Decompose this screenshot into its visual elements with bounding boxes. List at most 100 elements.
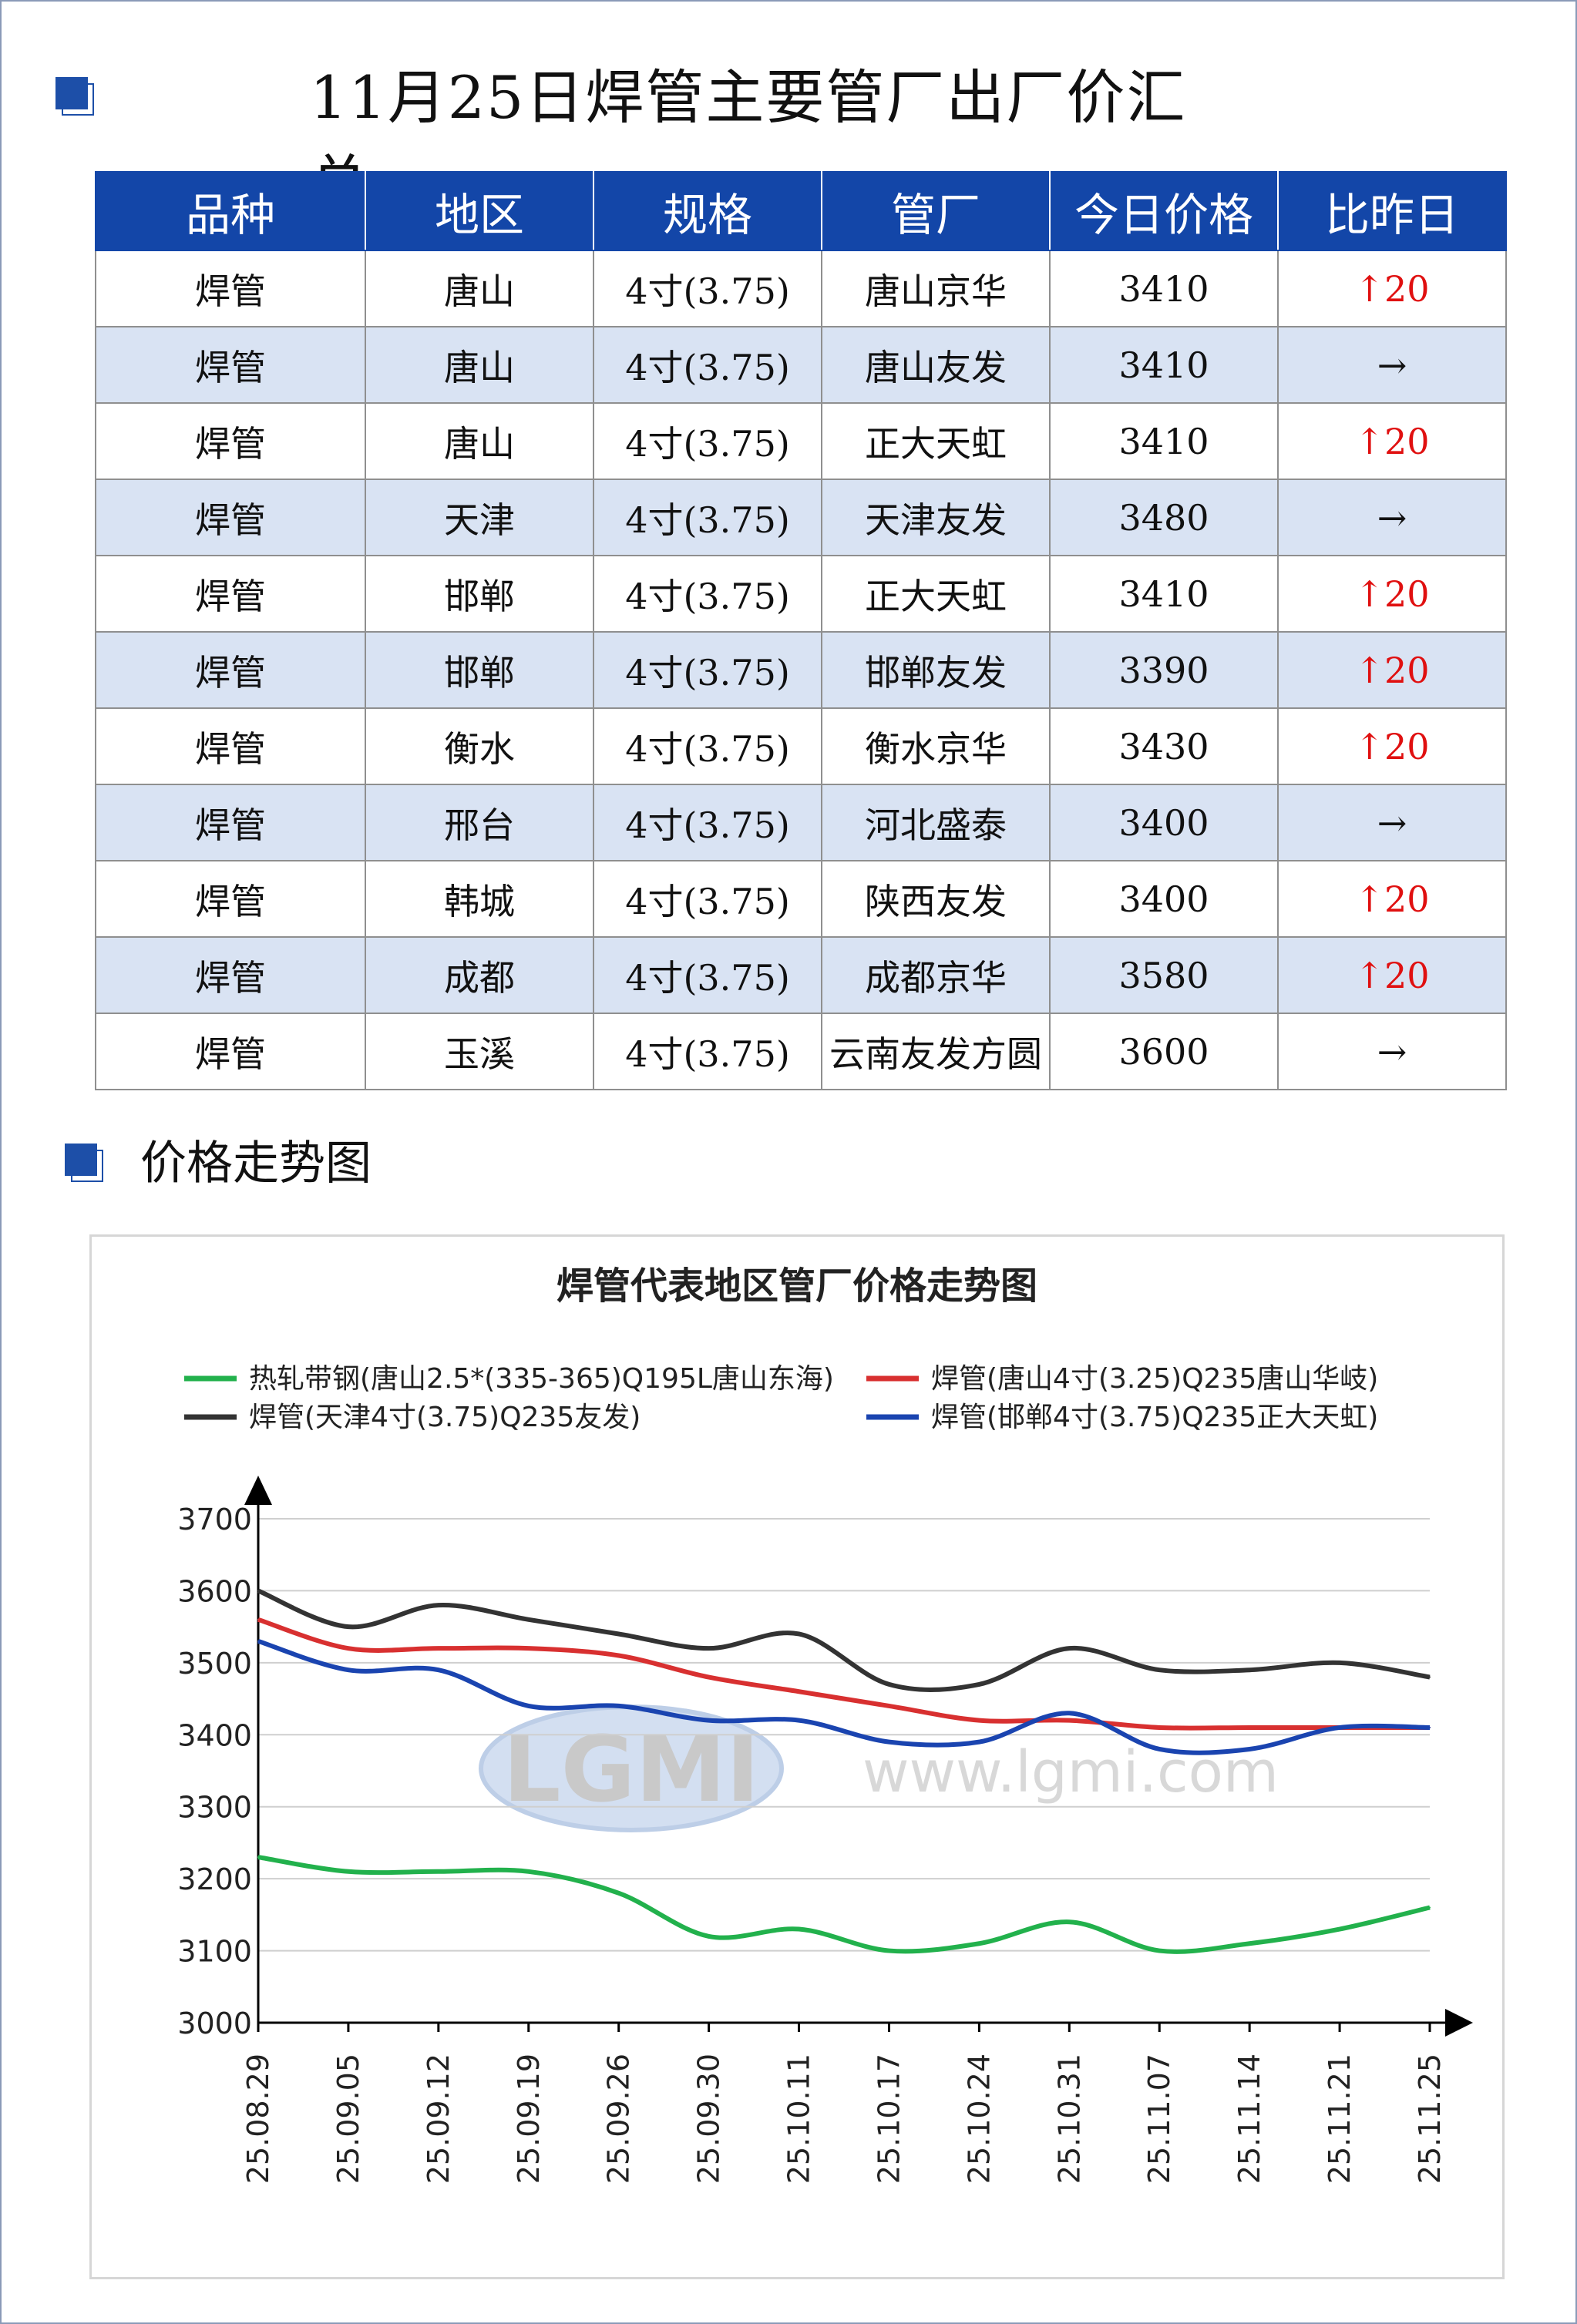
data-point <box>1158 1726 1161 1728</box>
y-tick-label: 3200 <box>177 1862 252 1896</box>
data-point <box>888 1950 890 1952</box>
y-tick-label: 3100 <box>177 1935 252 1969</box>
arrow-up-icon: ↑ <box>1354 420 1384 462</box>
cell-variety: 焊管 <box>95 936 366 1014</box>
data-point <box>888 1704 890 1707</box>
header-mill: 管厂 <box>821 171 1051 251</box>
cell-region: 唐山 <box>365 326 594 404</box>
arrow-right-icon: → <box>1377 801 1407 844</box>
data-point <box>617 1654 620 1657</box>
cell-variety: 焊管 <box>95 555 366 633</box>
series-line <box>257 1855 1431 1954</box>
cell-region: 衡水 <box>365 707 594 785</box>
data-point <box>347 1647 349 1650</box>
y-tick-label: 3700 <box>177 1503 252 1536</box>
change-value: 20 <box>1384 878 1430 920</box>
cell-variety: 焊管 <box>95 707 366 785</box>
data-point <box>1068 1647 1071 1650</box>
table-row: 焊管 玉溪 4寸(3.75) 云南友发方圆 3600 → <box>95 1013 1507 1090</box>
x-tick-label: 25.10.11 <box>782 2054 816 2184</box>
cell-spec: 4寸(3.75) <box>593 1013 822 1090</box>
data-point <box>1249 1669 1251 1671</box>
y-tick-label: 3300 <box>177 1791 252 1825</box>
series-line <box>257 1617 1430 1731</box>
arrow-up-icon: ↑ <box>1354 573 1384 615</box>
cell-spec: 4寸(3.75) <box>593 631 822 709</box>
data-point <box>1339 1928 1341 1930</box>
cell-spec: 4寸(3.75) <box>593 707 822 785</box>
cell-price: 3390 <box>1049 631 1279 709</box>
data-point <box>798 1633 800 1635</box>
cell-price: 3410 <box>1049 250 1279 327</box>
cell-mill: 唐山京华 <box>821 250 1051 327</box>
cell-spec: 4寸(3.75) <box>593 860 822 938</box>
y-tick-label: 3500 <box>177 1647 252 1681</box>
cell-spec: 4寸(3.75) <box>593 479 822 556</box>
data-point <box>708 1676 710 1678</box>
data-point <box>798 1928 800 1930</box>
data-point <box>257 1640 259 1642</box>
cell-region: 天津 <box>365 479 594 556</box>
x-tick-label: 25.08.29 <box>241 2054 275 2184</box>
chart-grid <box>258 1518 1430 1952</box>
series-line <box>257 1588 1431 1692</box>
arrow-up-icon: ↑ <box>1354 878 1384 920</box>
section-square-icon <box>65 1144 105 1184</box>
data-point <box>527 1870 530 1872</box>
data-point <box>527 1704 530 1707</box>
legend-label: 焊管(唐山4寸(3.25)Q235唐山华岐) <box>931 1363 1378 1395</box>
cell-mill: 云南友发方圆 <box>821 1013 1051 1090</box>
data-point <box>888 1683 890 1685</box>
cell-variety: 焊管 <box>95 402 366 480</box>
cell-change: ↑20 <box>1277 555 1507 633</box>
cell-change: ↑20 <box>1277 707 1507 785</box>
header-today-price: 今日价格 <box>1049 171 1279 251</box>
x-tick-label: 25.09.26 <box>602 2054 636 2184</box>
data-point <box>1158 1748 1161 1750</box>
table-row: 焊管 天津 4寸(3.75) 天津友发 3480 → <box>95 479 1507 556</box>
watermark-url: www.lgmi.com <box>862 1739 1279 1805</box>
cell-mill: 成都京华 <box>821 936 1051 1014</box>
legend-label: 热轧带钢(唐山2.5*(335-365)Q195L唐山东海) <box>249 1363 834 1395</box>
data-point <box>257 1590 259 1592</box>
data-point <box>1249 1748 1251 1750</box>
y-tick-label: 3000 <box>177 2007 252 2040</box>
header-change: 比昨日 <box>1277 171 1507 251</box>
watermark: LGMI www.lgmi.com <box>479 1704 1279 1832</box>
header-variety: 品种 <box>95 171 366 251</box>
data-point <box>347 1870 349 1872</box>
cell-mill: 唐山友发 <box>821 326 1051 404</box>
cell-price: 3410 <box>1049 326 1279 404</box>
data-point <box>617 1704 620 1707</box>
data-point <box>1068 1921 1071 1923</box>
arrow-up-icon: ↑ <box>1354 954 1384 996</box>
table-row: 焊管 唐山 4寸(3.75) 唐山京华 3410 ↑20 <box>95 250 1507 327</box>
data-point <box>437 1669 439 1671</box>
watermark-logo-text: LGMI <box>503 1716 759 1822</box>
cell-variety: 焊管 <box>95 1013 366 1090</box>
table-row: 焊管 唐山 4寸(3.75) 正大天虹 3410 ↑20 <box>95 402 1507 480</box>
data-point <box>347 1626 349 1628</box>
data-point <box>437 1870 439 1872</box>
x-tick-label: 25.09.30 <box>692 2054 726 2184</box>
x-tick-label: 25.09.19 <box>512 2054 546 2184</box>
data-point <box>978 1943 980 1945</box>
data-point <box>1249 1943 1251 1945</box>
cell-price: 3400 <box>1049 860 1279 938</box>
cell-region: 成都 <box>365 936 594 1014</box>
cell-change: ↑20 <box>1277 250 1507 327</box>
cell-mill: 邯郸友发 <box>821 631 1051 709</box>
table-row: 焊管 唐山 4寸(3.75) 唐山友发 3410 → <box>95 326 1507 404</box>
cell-price: 3600 <box>1049 1013 1279 1090</box>
x-tick-label: 25.10.17 <box>872 2054 906 2184</box>
data-point <box>978 1683 980 1685</box>
cell-price: 3410 <box>1049 555 1279 633</box>
cell-region: 玉溪 <box>365 1013 594 1090</box>
cell-change: ↑20 <box>1277 402 1507 480</box>
y-tick-label: 3600 <box>177 1574 252 1608</box>
data-point <box>888 1741 890 1743</box>
cell-region: 邯郸 <box>365 555 594 633</box>
header-spec: 规格 <box>593 171 822 251</box>
cell-change: ↑20 <box>1277 860 1507 938</box>
